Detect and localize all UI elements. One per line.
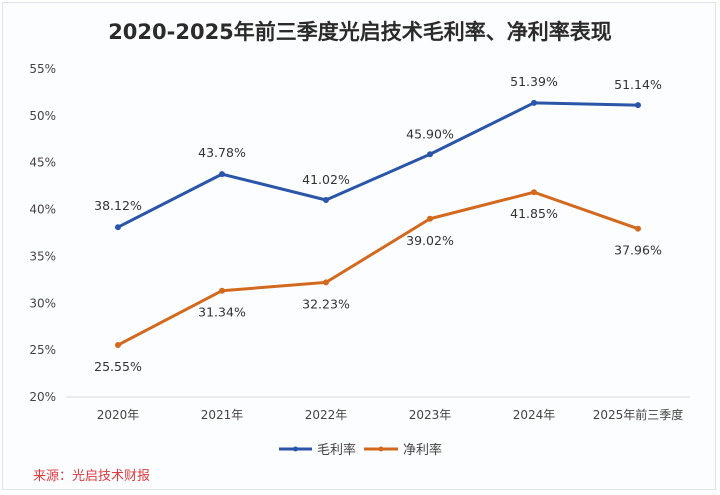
y-tick-label: 35% bbox=[29, 249, 56, 263]
x-axis-ticks: 2020年 2021年 2022年 2023年 2024年 2025年前三季度 bbox=[97, 407, 684, 422]
y-axis-ticks: 20% 25% 30% 35% 40% 45% 50% 55% bbox=[29, 62, 56, 404]
data-label: 45.90% bbox=[406, 126, 454, 141]
x-tick-label: 2025年前三季度 bbox=[593, 407, 684, 422]
legend-item-net-margin[interactable]: 净利率 bbox=[364, 442, 442, 458]
data-point[interactable] bbox=[531, 189, 537, 196]
y-tick-label: 55% bbox=[29, 62, 56, 76]
series-line-gross-margin bbox=[117, 101, 639, 229]
data-label: 32.23% bbox=[302, 296, 350, 311]
y-tick-label: 20% bbox=[29, 390, 56, 404]
data-label: 41.02% bbox=[302, 172, 350, 187]
data-point[interactable] bbox=[323, 197, 329, 204]
source-note: 来源：光启技术财报 bbox=[33, 469, 151, 484]
data-label: 31.34% bbox=[198, 305, 246, 320]
x-tick-label: 2024年 bbox=[513, 408, 556, 422]
data-label: 37.96% bbox=[614, 243, 662, 258]
data-point[interactable] bbox=[635, 102, 641, 109]
chart-title: 2020-2025年前三季度光启技术毛利率、净利率表现 bbox=[108, 20, 612, 44]
data-point[interactable] bbox=[219, 287, 225, 294]
legend-label-net-margin: 净利率 bbox=[403, 442, 442, 458]
x-tick-label: 2023年 bbox=[409, 408, 452, 422]
y-tick-label: 25% bbox=[29, 343, 56, 357]
data-point[interactable] bbox=[323, 279, 329, 286]
x-tick-label: 2021年 bbox=[201, 408, 244, 422]
legend-label-gross-margin: 毛利率 bbox=[317, 442, 356, 458]
legend-marker-net-margin bbox=[378, 446, 384, 452]
x-tick-label: 2022年 bbox=[305, 408, 348, 422]
data-labels: 38.12% 43.78% 41.02% 45.90% 51.39% 51.14% 25.5… bbox=[94, 74, 662, 374]
data-point[interactable] bbox=[115, 341, 121, 348]
series-line-net-margin bbox=[117, 190, 639, 347]
data-point[interactable] bbox=[219, 171, 225, 178]
y-tick-label: 45% bbox=[29, 156, 56, 170]
data-label: 41.85% bbox=[510, 206, 558, 221]
data-point[interactable] bbox=[427, 215, 433, 222]
data-point[interactable] bbox=[531, 99, 537, 106]
data-point[interactable] bbox=[115, 224, 121, 231]
data-label: 39.02% bbox=[406, 233, 454, 248]
data-label: 51.14% bbox=[614, 77, 662, 92]
data-label: 43.78% bbox=[198, 145, 246, 160]
data-label: 38.12% bbox=[94, 198, 142, 213]
legend-marker-gross-margin bbox=[293, 446, 298, 452]
y-tick-label: 40% bbox=[29, 203, 56, 217]
chart-frame bbox=[2, 2, 716, 490]
data-point[interactable] bbox=[635, 225, 641, 232]
y-tick-label: 50% bbox=[29, 109, 56, 123]
series-lines bbox=[115, 99, 641, 348]
legend: 毛利率 净利率 bbox=[279, 442, 442, 458]
legend-item-gross-margin[interactable]: 毛利率 bbox=[279, 442, 356, 458]
data-point[interactable] bbox=[427, 151, 433, 158]
data-label: 25.55% bbox=[94, 359, 142, 374]
x-tick-label: 2020年 bbox=[97, 408, 140, 422]
y-tick-label: 30% bbox=[29, 296, 56, 310]
data-label: 51.39% bbox=[510, 74, 558, 89]
